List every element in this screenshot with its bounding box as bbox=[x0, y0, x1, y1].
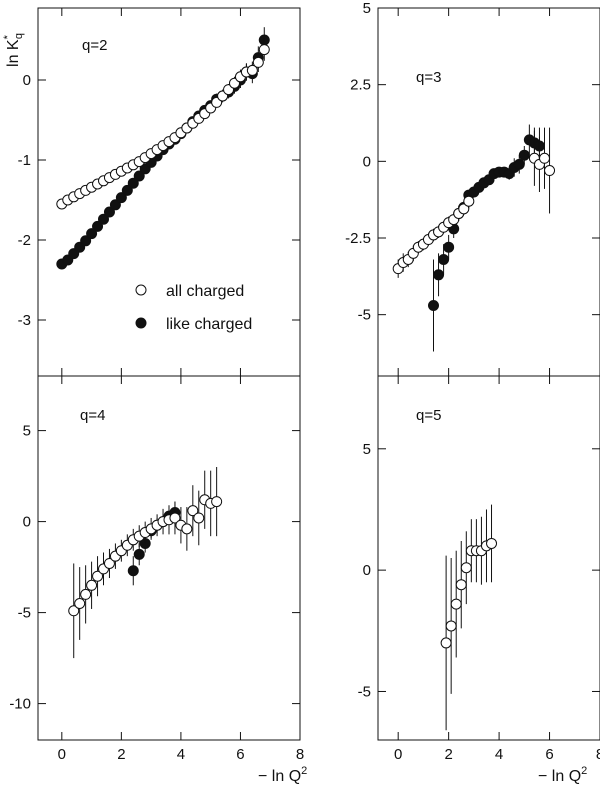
point-all-charged-q4 bbox=[211, 496, 223, 508]
panel-q5: 5 0 -5 0 2 4 6 8 bbox=[358, 376, 600, 763]
point-like-charged-q2 bbox=[80, 235, 92, 247]
point-like-charged-q3 bbox=[428, 299, 439, 311]
point-all-charged-q2 bbox=[258, 44, 270, 56]
point-like-charged-q2 bbox=[127, 177, 139, 189]
y-tick-label-q2: -2 bbox=[18, 232, 31, 249]
point-like-charged-q3 bbox=[513, 158, 525, 170]
point-all-charged-q2 bbox=[246, 64, 258, 76]
point-all-charged-q5 bbox=[486, 537, 498, 549]
x-axis-title-left: − ln Q2 bbox=[258, 765, 307, 785]
point-all-charged-q4 bbox=[74, 598, 86, 609]
y-tick-label-q3: 5 bbox=[363, 0, 371, 17]
point-all-charged-q3 bbox=[539, 152, 550, 164]
point-like-charged-q2 bbox=[109, 199, 121, 211]
point-like-charged-q4 bbox=[127, 565, 139, 577]
point-like-charged-q2 bbox=[103, 206, 115, 218]
x-tick-label-q4: 6 bbox=[236, 746, 244, 763]
point-all-charged-q5 bbox=[450, 598, 462, 610]
y-axis-title: ln K*q bbox=[2, 33, 25, 67]
legend-filled-marker bbox=[135, 317, 147, 329]
legend-all-charged: all charged bbox=[166, 283, 244, 300]
panel-q4: 5 0 -5 -10 0 2 4 6 8 bbox=[9, 376, 304, 763]
x-tick-label-q4: 0 bbox=[58, 746, 66, 763]
point-all-charged-q4 bbox=[92, 570, 104, 582]
point-all-charged-q4 bbox=[86, 579, 98, 591]
y-tick-label-q5: -5 bbox=[358, 683, 371, 700]
point-like-charged-q3 bbox=[433, 269, 445, 281]
y-axis-title-main: ln K bbox=[5, 39, 22, 67]
panel-label-q5: q=5 bbox=[416, 407, 441, 424]
point-all-charged-q4 bbox=[103, 557, 115, 569]
y-tick-label-q4: 0 bbox=[23, 514, 31, 531]
panel-q4-frame bbox=[37, 375, 301, 741]
y-tick-label-q4: -5 bbox=[18, 605, 31, 622]
point-all-charged-q5 bbox=[460, 562, 472, 574]
y-tick-label-q3: 2.5 bbox=[350, 77, 371, 94]
y-tick-label-q3: 0 bbox=[363, 153, 371, 170]
y-tick-label-q2: -1 bbox=[18, 152, 31, 169]
panel-q2: 0 -1 -2 -3 bbox=[18, 8, 301, 376]
y-tick-label-q3: -2.5 bbox=[345, 230, 371, 247]
point-like-charged-q2 bbox=[133, 170, 145, 182]
point-like-charged-q2 bbox=[98, 213, 109, 225]
x-axis-title-left-sup: 2 bbox=[301, 765, 307, 777]
x-tick-label-q5: 4 bbox=[495, 746, 503, 763]
point-all-charged-q4 bbox=[181, 523, 193, 535]
y-axis-title-sub: q bbox=[13, 33, 25, 39]
y-tick-label-q2: -3 bbox=[18, 312, 31, 329]
point-all-charged-q4 bbox=[187, 505, 199, 517]
x-tick-label-q5: 2 bbox=[444, 746, 452, 763]
x-tick-label-q5: 0 bbox=[394, 746, 402, 763]
panel-q3: 5 2.5 0 -2.5 -5 bbox=[345, 0, 600, 376]
point-like-charged-q2 bbox=[92, 220, 104, 232]
y-tick-label-q2: 0 bbox=[23, 72, 31, 89]
panel-label-q4: q=4 bbox=[80, 407, 105, 424]
point-all-charged-q2 bbox=[252, 56, 264, 68]
point-like-charged-q4 bbox=[133, 548, 145, 560]
point-like-charged-q3 bbox=[443, 241, 455, 253]
panel-q5-frame bbox=[377, 375, 600, 741]
x-axis-title-left-main: − ln Q bbox=[258, 768, 301, 785]
panel-label-q3: q=3 bbox=[416, 69, 441, 86]
x-tick-label-q4: 8 bbox=[296, 746, 304, 763]
point-all-charged-q3 bbox=[458, 203, 470, 215]
y-tick-label-q5: 5 bbox=[363, 441, 371, 458]
point-all-charged-q3 bbox=[544, 165, 556, 177]
x-tick-label-q5: 8 bbox=[596, 746, 600, 763]
point-all-charged-q4 bbox=[193, 512, 205, 524]
point-all-charged-q5 bbox=[440, 637, 452, 649]
legend-open-marker bbox=[135, 284, 147, 296]
point-like-charged-q2 bbox=[115, 192, 127, 204]
y-tick-label-q3: -5 bbox=[358, 307, 371, 324]
x-axis-title-right: − ln Q2 bbox=[538, 765, 587, 785]
point-like-charged-q3 bbox=[438, 253, 450, 265]
point-all-charged-q4 bbox=[80, 588, 92, 600]
point-all-charged-q3 bbox=[463, 195, 475, 207]
point-all-charged-q4 bbox=[68, 605, 80, 617]
point-like-charged-q3 bbox=[518, 149, 530, 161]
point-like-charged-q2 bbox=[121, 184, 133, 196]
point-like-charged-q2 bbox=[86, 228, 98, 240]
panel-q3-frame bbox=[377, 7, 600, 377]
y-tick-label-q4: -10 bbox=[9, 696, 31, 713]
x-tick-label-q5: 6 bbox=[545, 746, 553, 763]
y-tick-label-q4: 5 bbox=[23, 423, 31, 440]
x-axis-title-right-main: − ln Q bbox=[538, 768, 581, 785]
y-axis-title-sup: * bbox=[2, 34, 14, 39]
panel-label-q2: q=2 bbox=[82, 37, 107, 54]
x-axis-title-right-sup: 2 bbox=[581, 765, 587, 777]
point-all-charged-q5 bbox=[445, 620, 457, 632]
x-tick-label-q4: 4 bbox=[177, 746, 185, 763]
legend-like-charged: like charged bbox=[166, 316, 252, 333]
y-tick-label-q5: 0 bbox=[363, 562, 371, 579]
point-all-charged-q4 bbox=[169, 512, 181, 524]
x-tick-label-q4: 2 bbox=[117, 746, 125, 763]
point-all-charged-q5 bbox=[455, 579, 467, 591]
